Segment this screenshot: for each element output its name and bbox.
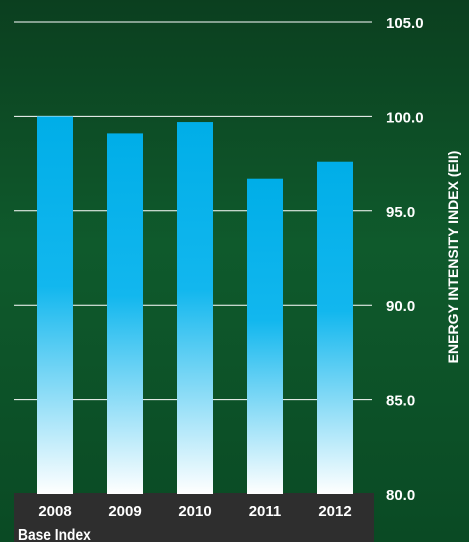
bars [37,116,353,495]
x-tick-label-2011: 2011 [249,503,282,520]
y-tick-label: 80.0 [386,487,415,504]
x-tick-labels: 2008 2009 2010 2011 2012 [38,503,351,520]
bar-2012 [317,161,353,494]
x-tick-label-2012: 2012 [318,503,351,520]
footer-label: Base Index [18,527,92,542]
bar-2009 [107,133,143,494]
bar-2011 [247,178,283,495]
y-tick-labels: 105.0 100.0 95.0 90.0 85.0 80.0 [386,15,424,504]
y-tick-label: 105.0 [386,15,424,32]
bar-2010 [177,122,213,495]
x-tick-label-2008: 2008 [38,503,71,520]
bar-2008 [37,116,73,495]
x-tick-label-2009: 2009 [108,503,141,520]
category-band [14,493,374,542]
y-tick-label: 100.0 [386,109,424,126]
y-tick-label: 90.0 [386,298,415,315]
x-tick-label-2010: 2010 [178,503,211,520]
y-tick-label: 95.0 [386,204,415,221]
y-axis-title: ENERGY INTENSITY INDEX (EII) [445,151,461,364]
y-tick-label: 85.0 [386,393,415,410]
